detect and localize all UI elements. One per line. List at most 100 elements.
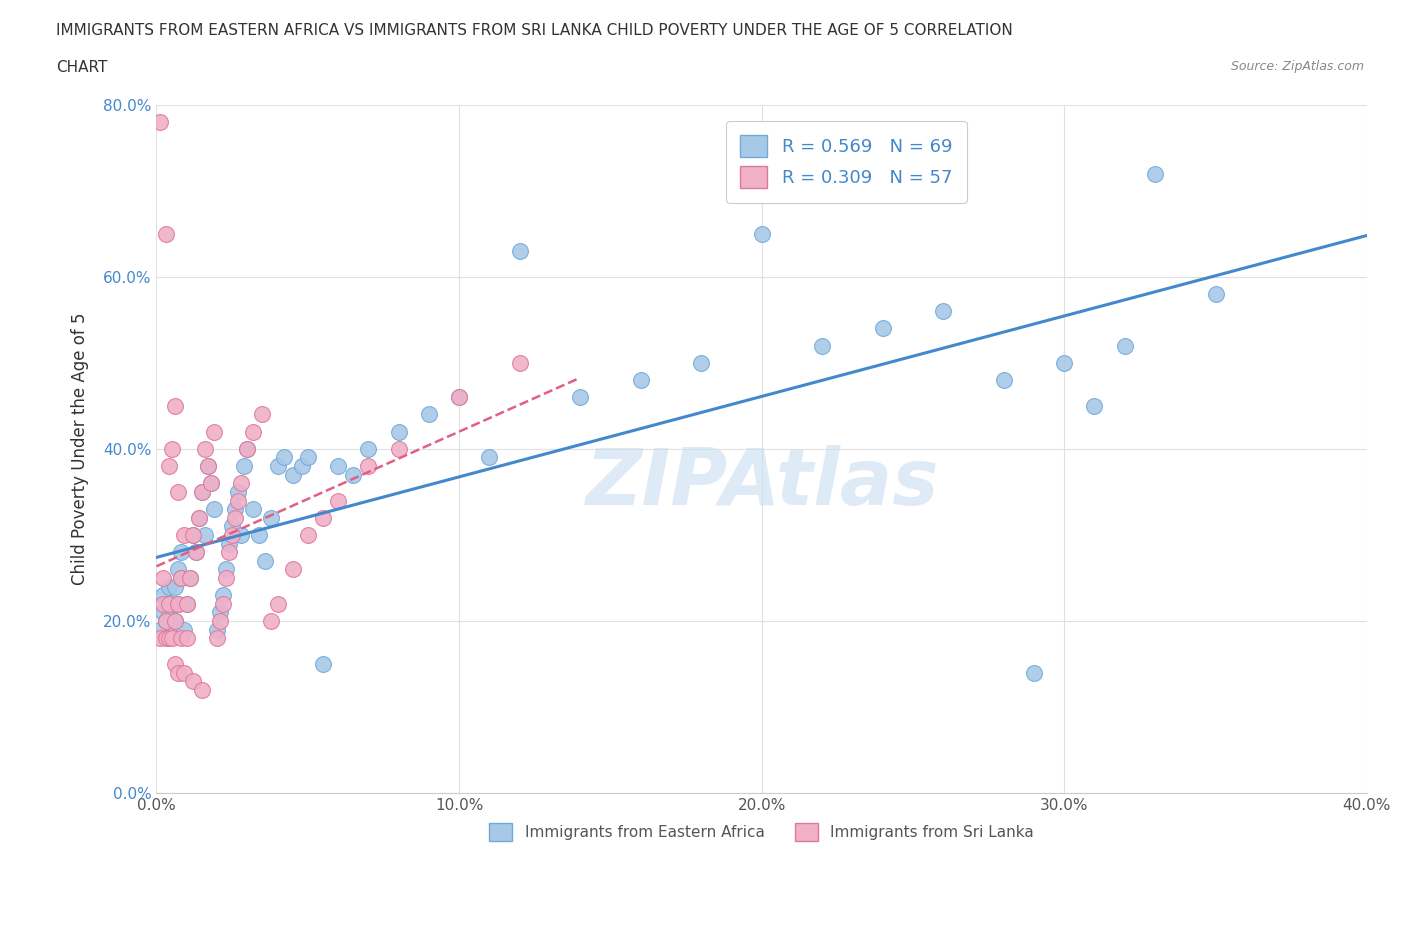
Text: CHART: CHART (56, 60, 108, 75)
Point (205, 622, 228, 637)
Point (152, 604, 174, 619)
Point (155, 614, 177, 629)
Point (184, 545, 207, 560)
Point (509, 355, 531, 370)
Point (163, 398, 186, 413)
Point (218, 536, 240, 551)
Point (208, 604, 231, 619)
Text: Source: ZipAtlas.com: Source: ZipAtlas.com (1230, 60, 1364, 73)
Legend: Immigrants from Eastern Africa, Immigrants from Sri Lanka: Immigrants from Eastern Africa, Immigran… (484, 817, 1040, 847)
Point (173, 527, 195, 542)
Point (221, 527, 243, 542)
Point (155, 614, 177, 629)
Point (176, 631, 198, 645)
Point (160, 631, 183, 645)
Point (157, 604, 180, 619)
Point (291, 458, 314, 473)
Point (170, 545, 193, 560)
Point (266, 458, 288, 473)
Point (449, 390, 471, 405)
Point (266, 596, 288, 611)
Point (254, 553, 277, 568)
Point (281, 562, 304, 577)
Point (231, 527, 253, 542)
Point (170, 570, 193, 585)
Point (630, 373, 652, 388)
Point (152, 570, 174, 585)
Point (872, 321, 894, 336)
Point (157, 579, 180, 594)
Point (148, 631, 170, 645)
Point (163, 657, 186, 671)
Point (215, 562, 238, 577)
Point (1114, 339, 1136, 353)
Point (273, 450, 295, 465)
Point (357, 458, 380, 473)
Point (194, 442, 217, 457)
Point (176, 596, 198, 611)
Point (236, 442, 259, 457)
Point (326, 458, 349, 473)
Point (152, 588, 174, 603)
Point (387, 424, 409, 439)
Point (342, 467, 364, 482)
Point (478, 450, 501, 465)
Point (181, 674, 204, 689)
Point (281, 467, 304, 482)
Point (811, 339, 834, 353)
Point (221, 519, 243, 534)
Point (231, 476, 253, 491)
Point (166, 485, 188, 499)
Point (326, 493, 349, 508)
Point (181, 527, 204, 542)
Point (236, 442, 259, 457)
Point (357, 442, 380, 457)
Point (1083, 398, 1105, 413)
Point (932, 304, 955, 319)
Point (197, 458, 219, 473)
Point (1143, 166, 1166, 181)
Point (191, 485, 214, 499)
Point (1205, 286, 1227, 301)
Point (148, 114, 170, 129)
Point (173, 665, 195, 680)
Point (157, 631, 180, 645)
Point (252, 407, 274, 422)
Point (173, 622, 195, 637)
Point (155, 631, 177, 645)
Point (569, 390, 592, 405)
Point (170, 631, 193, 645)
Point (181, 527, 204, 542)
Point (200, 476, 222, 491)
Point (260, 511, 283, 525)
Point (155, 596, 177, 611)
Point (163, 579, 186, 594)
Point (208, 614, 231, 629)
Point (215, 570, 238, 585)
Point (993, 373, 1015, 388)
Point (224, 511, 246, 525)
Point (202, 501, 225, 516)
Point (152, 596, 174, 611)
Point (449, 390, 471, 405)
Point (170, 570, 193, 585)
Point (191, 485, 214, 499)
Point (212, 596, 235, 611)
Point (187, 511, 209, 525)
Point (194, 527, 217, 542)
Point (148, 622, 170, 637)
Point (166, 665, 188, 680)
Point (312, 657, 335, 671)
Point (163, 614, 186, 629)
Point (212, 588, 235, 603)
Point (155, 226, 177, 241)
Text: IMMIGRANTS FROM EASTERN AFRICA VS IMMIGRANTS FROM SRI LANKA CHILD POVERTY UNDER : IMMIGRANTS FROM EASTERN AFRICA VS IMMIGR… (56, 23, 1012, 38)
Point (157, 458, 180, 473)
Point (179, 570, 201, 585)
Point (197, 458, 219, 473)
Point (160, 596, 183, 611)
Point (179, 570, 201, 585)
Point (1022, 665, 1045, 680)
Point (184, 545, 207, 560)
Point (247, 527, 270, 542)
